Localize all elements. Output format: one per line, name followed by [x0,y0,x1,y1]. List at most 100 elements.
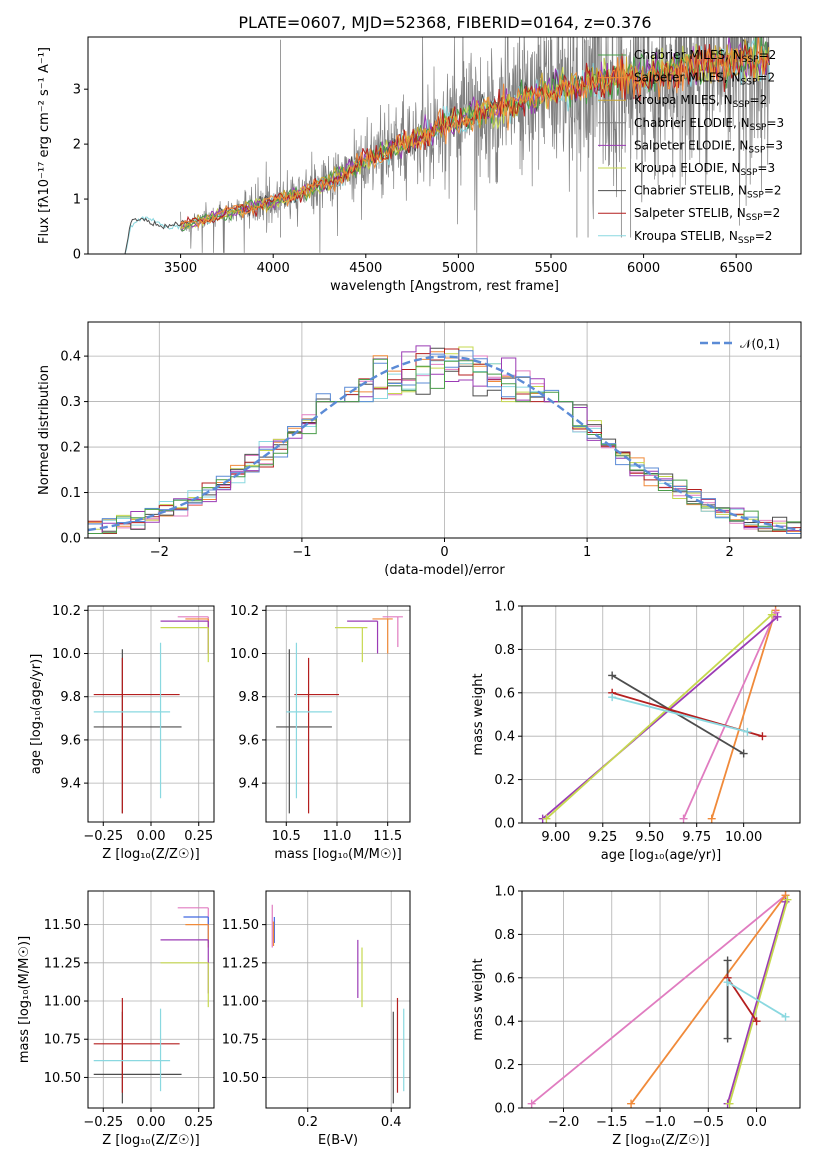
weight-line-kroupa_stelib [727,981,786,1018]
weight-marker [781,1012,790,1021]
legend: Chabrier MILES, NSSP=2 Salpeter MILES, NS… [598,48,784,246]
legend-entry: Salpeter ELODIE, NSSP=3 [634,138,783,155]
x-tick-label: 9.50 [635,830,664,845]
x-tick-label: 11.5 [373,829,402,844]
weight-marker [767,610,776,619]
y-tick-label: 10.50 [222,1071,259,1086]
y-tick-label: 10.75 [222,1033,259,1048]
y-tick-label: 9.4 [60,777,81,792]
y-tick-label: 11.50 [44,918,81,933]
x-axis-label: (data-model)/error [384,563,505,578]
plot-frame [265,890,411,1109]
x-tick-label: 9.25 [588,830,617,845]
weight-marker [608,671,617,680]
legend-entry: Chabrier MILES, NSSP=2 [634,48,776,65]
y-tick-label: 0.0 [494,817,515,832]
weight-line-pink [531,894,787,1105]
y-axis-label: mass weight [471,958,486,1040]
weight-marker [679,814,688,823]
y-tick-label: 11.00 [44,995,81,1010]
weight-line-kroupa_stelib [611,696,748,733]
x-axis-label: Z [log₁₀(Z/Z☉)] [612,1133,709,1148]
weight-line-kroupa_elodie [545,614,773,820]
legend-entry: Salpeter STELIB, NSSP=2 [634,206,780,223]
x-tick-label: −1.5 [596,1115,628,1130]
spectrum-panel: 3500 4000 4500 5000 5500 6000 6500 0 1 2 3 waveleng… [37,13,802,294]
plot-frame [521,890,801,1109]
y-axis-label: Normed distribution [37,365,52,495]
legend-entry: Chabrier ELODIE, NSSP=3 [634,116,784,133]
x-tick-label: 0.2 [297,1115,318,1130]
normal-distribution-curve [88,355,801,532]
legend-entry: Kroupa STELIB, NSSP=2 [634,229,772,246]
plot-frame [521,605,801,824]
x-tick-label: −0.25 [83,829,123,844]
x-tick-label: 4000 [257,261,290,276]
weight-marker [743,727,752,736]
x-axis-label: age [log₁₀(age/yr)] [601,848,722,863]
y-tick-label: 2 [73,138,81,153]
weight-line-salpeter_miles [710,610,777,819]
y-axis-label: mass weight [471,673,486,755]
x-tick-label: −1 [292,545,311,560]
x-tick-label: 4500 [349,261,382,276]
weight-marker [542,814,551,823]
x-tick-label: 10.5 [272,829,301,844]
legend-entry: 𝒩(0,1) [740,337,780,351]
y-tick-label: 10.75 [44,1033,81,1048]
y-tick-label: 0.8 [494,643,515,658]
y-tick-label: 10.0 [52,647,81,662]
weight-marker [723,1034,732,1043]
histogram-area [88,345,801,534]
y-tick-label: 11.00 [222,995,259,1010]
weight_vs_Z-panel: −2.0 −1.5 −1.0 −0.5 0.0 0.0 0.2 0.4 0.6 0.8 1.0 Z [… [471,885,801,1148]
y-tick-label: 1.0 [494,885,515,900]
x-tick-label: −0.5 [693,1115,725,1130]
y-tick-label: 0.0 [60,532,81,547]
weight-marker [752,1017,761,1026]
histogram-chabrier_miles [88,358,801,534]
x-axis-label: E(B-V) [318,1133,358,1148]
weight-marker [758,732,767,741]
y-tick-label: 0.4 [494,730,515,745]
weight-line-salpeter_elodie [542,616,779,820]
y-tick-label: 10.2 [230,604,259,619]
x-tick-label: −1.0 [644,1115,676,1130]
x-tick-label: 0.00 [137,1115,166,1130]
legend-entry: Kroupa ELODIE, NSSP=3 [634,161,775,178]
x-tick-label: 0.00 [137,829,166,844]
y-axis-label: mass [log₁₀(M/M☉)] [17,936,32,1063]
spectrum-plot-area [124,37,770,254]
model-spectrum-salpeter_miles [180,37,770,229]
y-tick-label: 3 [73,83,81,98]
weight-marker [723,978,732,987]
y-tick-label: 9.6 [60,733,81,748]
y-tick-label: 0.0 [494,1102,515,1117]
x-tick-label: 0 [440,545,448,560]
y-tick-label: 10.0 [230,647,259,662]
y-tick-label: 11.25 [222,956,259,971]
weight-marker [527,1099,536,1108]
weight-marker [739,749,748,758]
y-tick-label: 0.2 [494,1058,515,1073]
x-tick-label: 1 [583,545,591,560]
weight_vs_age-panel: 9.00 9.25 9.50 9.75 10.00 0.0 0.2 0.4 0.6 0.8 1.0 a… [471,600,801,863]
x-tick-label: 9.00 [541,830,570,845]
x-tick-label: −0.25 [83,1115,123,1130]
y-tick-label: 0.2 [60,441,81,456]
mass_vs_Z-panel: −0.25 0.00 0.25 10.50 10.75 11.00 11.25 11.50 Z … [17,890,215,1148]
y-tick-label: 11.50 [222,918,259,933]
residuals-panel: −2 −1 0 1 2 0.0 0.1 0.2 0.3 0.4 (data-model)/error… [37,321,802,578]
y-tick-label: 0.6 [494,686,515,701]
chart-title: PLATE=0607, MJD=52368, FIBERID=0164, z=0… [238,13,651,32]
weight-line-pink [682,612,777,820]
x-tick-label: 5000 [442,261,475,276]
x-tick-label: 11.0 [323,829,352,844]
y-tick-label: 0.4 [494,1015,515,1030]
legend-entry: Salpeter MILES, NSSP=2 [634,71,775,88]
legend-entry: Chabrier STELIB, NSSP=2 [634,184,782,201]
y-tick-label: 0.3 [60,395,81,410]
y-tick-label: 0.1 [60,486,81,501]
x-tick-label: 6500 [720,261,753,276]
